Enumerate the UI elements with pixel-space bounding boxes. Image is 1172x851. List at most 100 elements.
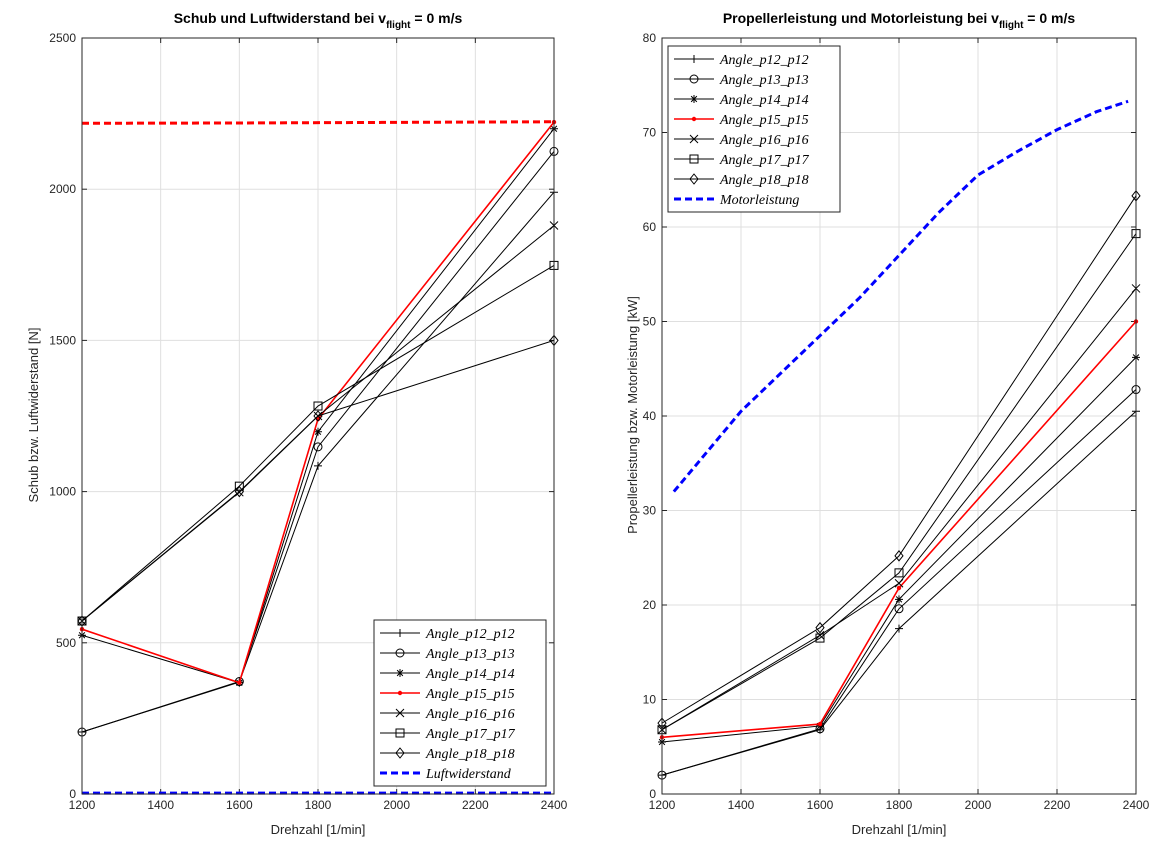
legend-label-angle-p15-p15: Angle_p15_p15 xyxy=(425,687,515,702)
data-point-angle-p15-p15 xyxy=(237,680,242,685)
legend-marker-angle-p14-p14 xyxy=(690,95,698,103)
y-tick-label: 1500 xyxy=(49,333,76,347)
legend-marker-angle-p15-p15 xyxy=(691,116,697,122)
legend-marker-angle-p17-p17 xyxy=(689,154,699,164)
legend-label-angle-p13-p13: Angle_p13_p13 xyxy=(425,647,515,662)
x-tick-label: 2000 xyxy=(383,798,410,812)
legend-marker-angle-p12-p12 xyxy=(690,55,698,63)
data-point-angle-p12-p12 xyxy=(314,461,322,470)
x-tick-label: 2200 xyxy=(1044,798,1071,812)
x-tick-label: 2200 xyxy=(462,798,489,812)
x-tick-label: 1400 xyxy=(728,798,755,812)
y-tick-label: 60 xyxy=(643,220,657,234)
legend-marker-angle-p17-p17 xyxy=(395,728,405,738)
data-point-angle-p17-p17 xyxy=(234,481,244,491)
y-tick-label: 50 xyxy=(643,315,657,329)
dashed-line-motorleistung xyxy=(672,99,1129,493)
data-point-angle-p14-p14 xyxy=(314,427,322,436)
y-tick-label: 20 xyxy=(643,598,657,612)
ticks: 1200 1400 1600 1800 2000 2200 2400 0 500 1000 1500… xyxy=(49,31,567,812)
legend-label-angle-p13-p13: Angle_p13_p13 xyxy=(719,73,809,88)
y-tick-label: 2500 xyxy=(49,31,76,45)
y-tick-label: 70 xyxy=(643,126,657,140)
data-point-angle-p16-p16 xyxy=(815,630,825,640)
legend-marker-angle-p15-p15 xyxy=(397,690,403,696)
series-line-angle-p17-p17 xyxy=(661,233,1137,731)
y-tick-label: 1000 xyxy=(49,485,76,499)
series-group xyxy=(77,119,559,795)
legend-label-luftwiderstand: Luftwiderstand xyxy=(425,767,512,782)
x-tick-label: 1800 xyxy=(305,798,332,812)
data-point-angle-p18-p18 xyxy=(313,410,323,422)
axes-frame xyxy=(81,37,555,795)
data-point-angle-p12-p12 xyxy=(895,624,903,633)
chart-thrust-drag: Schub und Luftwiderstand bei vflight = 0… xyxy=(26,10,568,837)
data-point-angle-p13-p13 xyxy=(894,604,904,614)
y-tick-label: 0 xyxy=(69,787,76,801)
x-tick-label: 1800 xyxy=(886,798,913,812)
chart-power: Propellerleistung und Motorleistung bei … xyxy=(625,10,1150,837)
series-line-angle-p16-p16 xyxy=(661,288,1137,731)
legend-label-angle-p18-p18: Angle_p18_p18 xyxy=(425,747,515,762)
legend-marker-angle-p13-p13 xyxy=(689,74,699,84)
series-line-angle-p15-p15 xyxy=(81,121,555,684)
legend-marker-angle-p16-p16 xyxy=(395,708,405,718)
x-tick-label: 1600 xyxy=(807,798,834,812)
legend: Angle_p12_p12 Angle_p13_p13 Angle_p14_p14 A… xyxy=(667,45,841,213)
legend-marker-angle-p18-p18 xyxy=(395,747,405,759)
y-tick-label: 40 xyxy=(643,409,657,423)
y-tick-label: 0 xyxy=(649,787,656,801)
data-point-angle-p17-p17 xyxy=(313,401,323,411)
y-axis-label: Schub bzw. Luftwiderstand [N] xyxy=(26,328,41,503)
legend-label-angle-p16-p16: Angle_p16_p16 xyxy=(719,133,809,148)
legend-label-angle-p15-p15: Angle_p15_p15 xyxy=(719,113,809,128)
ticks: 1200 1400 1600 1800 2000 2200 2400 0 10 20 30 40 50 6… xyxy=(643,31,1150,812)
legend: Angle_p12_p12 Angle_p13_p13 Angle_p14_p14 A… xyxy=(373,619,547,787)
data-point-angle-p17-p17 xyxy=(815,633,825,643)
data-point-angle-p18-p18 xyxy=(815,621,825,634)
series-line-angle-p18-p18 xyxy=(661,195,1137,724)
y-tick-label: 500 xyxy=(56,636,76,650)
y-tick-label: 2000 xyxy=(49,182,76,196)
legend-marker-angle-p18-p18 xyxy=(689,173,699,185)
x-tick-label: 1600 xyxy=(226,798,253,812)
y-tick-label: 10 xyxy=(643,693,657,707)
legend-label-angle-p14-p14: Angle_p14_p14 xyxy=(425,667,515,682)
data-point-angle-p18-p18 xyxy=(234,485,244,498)
data-point-angle-p15-p15 xyxy=(896,585,902,591)
x-axis-label: Drehzahl [1/min] xyxy=(852,822,947,837)
series-group xyxy=(657,99,1141,780)
x-tick-label: 1200 xyxy=(69,798,96,812)
legend-label-angle-p14-p14: Angle_p14_p14 xyxy=(719,93,809,108)
x-tick-label: 1400 xyxy=(147,798,174,812)
x-axis-label: Drehzahl [1/min] xyxy=(271,822,366,837)
legend-label-motorleistung: Motorleistung xyxy=(719,193,799,208)
x-tick-label: 1200 xyxy=(649,798,676,812)
legend-label-angle-p18-p18: Angle_p18_p18 xyxy=(719,173,809,188)
legend-label-angle-p17-p17: Angle_p17_p17 xyxy=(719,153,810,168)
dashed-line-reference-1 xyxy=(81,120,555,125)
y-tick-label: 80 xyxy=(643,31,657,45)
legend-label-angle-p16-p16: Angle_p16_p16 xyxy=(425,707,515,722)
series-line-angle-p13-p13 xyxy=(661,389,1137,776)
series-line-angle-p14-p14 xyxy=(661,357,1137,743)
chart-title: Schub und Luftwiderstand bei vflight = 0… xyxy=(174,10,463,31)
series-line-angle-p15-p15 xyxy=(661,320,1137,739)
legend-box xyxy=(373,619,547,787)
data-point-angle-p17-p17 xyxy=(894,568,904,578)
legend-marker-angle-p16-p16 xyxy=(689,134,699,144)
legend-box xyxy=(667,45,841,213)
series-line-angle-p14-p14 xyxy=(81,128,555,684)
data-point-angle-p13-p13 xyxy=(313,442,323,452)
legend-marker-angle-p12-p12 xyxy=(396,629,404,637)
legend-label-angle-p12-p12: Angle_p12_p12 xyxy=(719,53,809,68)
series-line-angle-p17-p17 xyxy=(81,264,555,622)
x-tick-label: 2400 xyxy=(1123,798,1150,812)
chart-title: Propellerleistung und Motorleistung bei … xyxy=(723,10,1076,31)
x-tick-label: 2000 xyxy=(965,798,992,812)
data-point-angle-p18-p18 xyxy=(894,550,904,562)
data-point-angle-p14-p14 xyxy=(895,595,903,604)
y-tick-label: 30 xyxy=(643,504,657,518)
legend-label-angle-p12-p12: Angle_p12_p12 xyxy=(425,627,515,642)
